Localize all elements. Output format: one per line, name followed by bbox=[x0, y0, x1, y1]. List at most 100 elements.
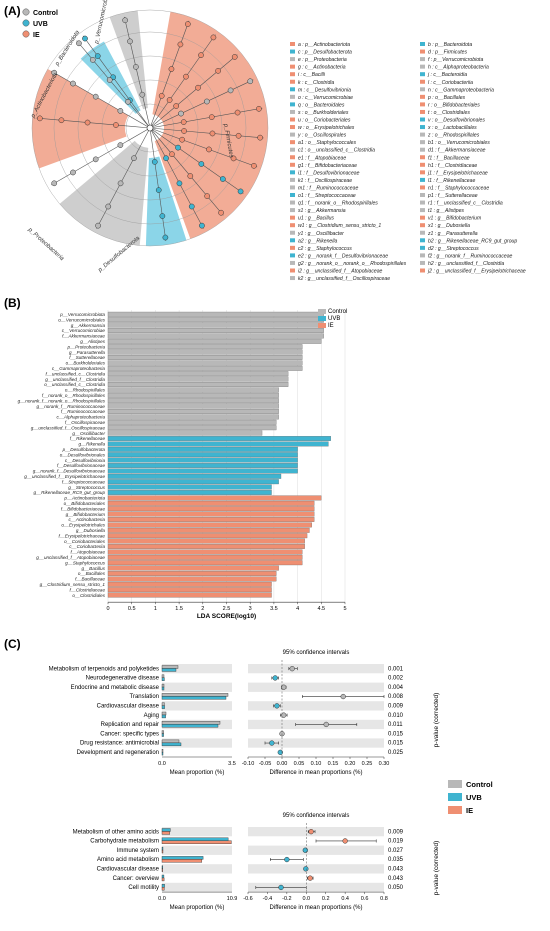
clade-node bbox=[203, 98, 210, 105]
group-legend-label: IE bbox=[466, 806, 473, 815]
lda-bar-label: o__unclassified_c__Clostridia bbox=[44, 382, 105, 387]
lda-bar bbox=[107, 484, 272, 490]
clade-node bbox=[251, 162, 257, 169]
stamp-diff-point bbox=[342, 838, 348, 844]
lda-bar-label: c__Coriobacteriia bbox=[69, 544, 105, 549]
stamp-left-xlabel: Mean proportion (%) bbox=[170, 770, 225, 776]
stamp-bar-a bbox=[161, 730, 164, 734]
stamp-diff-point bbox=[281, 684, 287, 690]
clade-node bbox=[51, 180, 58, 187]
stamp-row-band bbox=[162, 845, 232, 855]
lda-bar-label: g__unclassified_f__Atopobiaceae bbox=[36, 555, 105, 560]
stamp-row-band bbox=[248, 664, 384, 674]
legend-a-item: l1 : f__Rikenellaceae bbox=[428, 178, 475, 184]
legend-a-swatch bbox=[290, 87, 295, 92]
clade-proteobacteria bbox=[59, 140, 149, 246]
legend-a-item: e2 : g__norank_f__Desulfovibrionaceae bbox=[298, 253, 388, 259]
stamp-bar-b bbox=[161, 849, 164, 854]
lda-bar-label: f__Bacillaceae bbox=[75, 577, 105, 582]
legend-a-item: j2 : g__unclassified_f__Erysipelotrichac… bbox=[427, 269, 526, 275]
stamp-bar-b bbox=[161, 859, 203, 863]
legend-a-swatch bbox=[420, 177, 425, 182]
legend-a-swatch bbox=[290, 109, 295, 114]
legend-a-item: v : o__Desulfovibrionales bbox=[428, 118, 485, 124]
legend-a-swatch bbox=[420, 223, 425, 228]
cladogram-legend: a : p__Actinobacteriota b : p__Bacteroido… bbox=[290, 42, 526, 282]
lda-bar bbox=[107, 317, 324, 323]
group-legend-c: p-value (corrected) p-value (corrected) Co… bbox=[433, 693, 493, 896]
lda-bar-label: c__Verrucomicrobiae bbox=[62, 328, 106, 333]
stamp-left-tick: 0.0 bbox=[158, 896, 166, 902]
legend-a-swatch bbox=[290, 253, 295, 258]
legend-a-swatch bbox=[290, 147, 295, 152]
legend-a-item: s1 : g__Akkermansia bbox=[298, 208, 346, 214]
stamp-bar-b bbox=[161, 686, 165, 691]
clade-node bbox=[92, 156, 99, 163]
stamp-chart-uvb-vs-ie: 95% confidence intervals Metabolism of ot… bbox=[73, 813, 404, 911]
lda-bar bbox=[107, 473, 282, 479]
legend-a-swatch bbox=[290, 72, 295, 77]
stamp-p-value: 0.015 bbox=[388, 731, 404, 737]
legend-a-swatch bbox=[420, 72, 425, 77]
legend-a-item: a1 : o__Staphylococcales bbox=[298, 140, 357, 146]
stamp-bar-b bbox=[161, 877, 165, 882]
lda-x-tick-label: 1 bbox=[154, 606, 157, 612]
clade-branch bbox=[124, 16, 151, 129]
legend-a-item: c1 : o__unclassified_c__Clostridia bbox=[298, 148, 375, 154]
stamp-left-xlabel: Mean proportion (%) bbox=[170, 905, 225, 911]
clade-branch bbox=[36, 117, 151, 129]
legend-a-item: q1 : f__norank_o__Rhodospirillales bbox=[298, 201, 378, 207]
legend-a-item: b1 : o__Verrucomicrobiales bbox=[428, 140, 490, 146]
legend-a-swatch bbox=[420, 260, 425, 265]
legend-a-swatch bbox=[290, 238, 295, 243]
clade-node bbox=[117, 180, 124, 187]
clade-node bbox=[51, 69, 58, 76]
clade-root-node bbox=[146, 124, 154, 132]
lda-bar bbox=[107, 506, 315, 512]
stamp-diff-point bbox=[284, 856, 290, 863]
stamp-row-label: Development and regeneration bbox=[77, 750, 159, 756]
stamp-row-label: Cell motility bbox=[128, 885, 159, 891]
clade-node bbox=[175, 144, 181, 151]
clade-branch bbox=[149, 127, 204, 229]
clade-node bbox=[139, 91, 146, 98]
legend-a-item: k2 : g__unclassified_f__Oscillospiraceae bbox=[298, 276, 390, 282]
legend-a-swatch bbox=[290, 276, 295, 281]
lda-bar bbox=[107, 360, 303, 366]
lda-bar bbox=[107, 333, 324, 339]
clade-branch bbox=[51, 127, 151, 186]
lda-bar-label: f__Atopobiaceae bbox=[71, 550, 106, 555]
clade-node bbox=[94, 53, 101, 59]
clade-node bbox=[184, 21, 191, 27]
legend-a-swatch bbox=[420, 245, 425, 250]
stamp-diff-point bbox=[281, 712, 287, 718]
stamp-row-band bbox=[248, 827, 384, 837]
lda-bar-label: g__Dubosiella bbox=[76, 528, 106, 533]
legend-a-item: k : c__Clostridia bbox=[298, 80, 334, 86]
clade-node bbox=[199, 222, 205, 229]
clade-node bbox=[163, 155, 169, 162]
stamp-row-band bbox=[162, 701, 232, 711]
stamp-bar-a bbox=[161, 721, 221, 725]
legend-swatch bbox=[22, 19, 30, 27]
clade-ring bbox=[125, 103, 175, 153]
stamp-diff-point bbox=[323, 721, 329, 728]
stamp-p-value: 0.009 bbox=[388, 704, 404, 710]
stamp-p-value: 0.043 bbox=[388, 876, 404, 882]
legend-a-swatch bbox=[420, 155, 425, 160]
legend-a-swatch bbox=[420, 230, 425, 235]
clade-node bbox=[105, 203, 112, 210]
lda-bar bbox=[107, 338, 322, 344]
lda-bar bbox=[107, 311, 324, 317]
clade-node bbox=[180, 119, 187, 125]
stamp-bar-b bbox=[161, 733, 164, 737]
lda-bar-label: g__unclassified_f__Oscillospiraceae bbox=[31, 425, 106, 430]
lda-bar bbox=[107, 560, 303, 566]
lda-x-tick-label: 0 bbox=[106, 606, 109, 612]
stamp-bar-a bbox=[161, 856, 204, 860]
clade-node bbox=[219, 176, 226, 182]
stamp-bar-a bbox=[161, 846, 164, 851]
legend-a-item: a : p__Actinobacteriota bbox=[298, 42, 350, 48]
legend-a-swatch bbox=[420, 170, 425, 175]
stamp-bar-a bbox=[161, 674, 165, 678]
